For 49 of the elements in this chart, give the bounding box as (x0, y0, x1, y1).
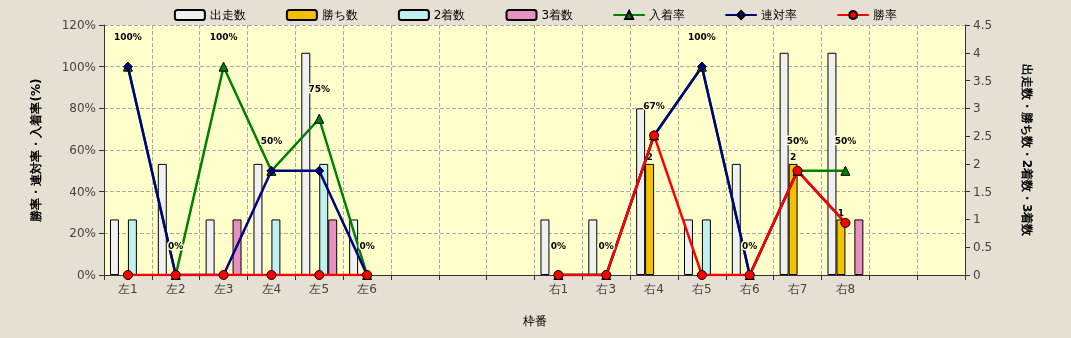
x-tick-label: 右3 (596, 282, 617, 296)
y-tick-label: 20% (69, 226, 96, 241)
x-tick-label: 右7 (787, 282, 808, 296)
y-tick-label: 80% (69, 101, 96, 116)
legend-label: 出走数 (209, 8, 246, 22)
x-axis-title: 枠番 (521, 314, 547, 328)
data-label: 100% (209, 32, 238, 43)
x-tick-label: 右5 (692, 282, 712, 296)
y2-tick-label: 4.5 (973, 18, 993, 32)
data-label: 0% (359, 240, 375, 251)
x-tick-label: 左1 (118, 282, 138, 296)
legend-label: 入着率 (649, 8, 686, 22)
x-tick-label: 左5 (309, 282, 330, 296)
y2-tick-label: 1.5 (973, 184, 993, 199)
data-label: 0% (598, 240, 614, 251)
legend-label: 連対率 (761, 8, 798, 22)
x-tick-label: 右1 (548, 282, 569, 296)
y2-tick-label: 4 (973, 45, 981, 60)
legend-label: 勝ち数 (321, 8, 358, 22)
x-tick-label: 右4 (644, 282, 664, 296)
y2-axis-title: 出走数・勝ち数・2着数・3着数 (1020, 63, 1034, 238)
data-label: 100% (114, 32, 142, 43)
y-tick-label: 60% (69, 143, 96, 157)
y2-tick-label: 0.5 (973, 240, 993, 255)
x-tick-label: 左2 (165, 282, 186, 296)
y2-tick-label: 2.5 (973, 129, 993, 144)
data-label: 2 (789, 152, 797, 163)
y2-tick-label: 1 (973, 212, 981, 227)
y-tick-label: 120% (61, 18, 96, 32)
y-tick-label: 40% (69, 184, 96, 199)
y-tick-label: 0% (76, 268, 96, 282)
x-tick-label: 左4 (261, 282, 282, 296)
y2-tick-label: 3.5 (973, 73, 993, 88)
data-label: 100% (688, 32, 716, 43)
legend-label: 勝率 (873, 8, 898, 22)
x-tick-label: 左3 (213, 282, 234, 296)
y-tick-label: 100% (61, 59, 96, 74)
x-tick-label: 左6 (357, 282, 377, 296)
data-label: 67% (643, 100, 665, 111)
data-label: 50% (260, 136, 283, 147)
y2-tick-label: 3 (973, 101, 981, 116)
y-axis-title: 勝率・連対率・入着率(%) (29, 78, 43, 223)
x-tick-label: 右8 (835, 282, 856, 296)
y2-tick-label: 2 (973, 156, 981, 171)
y2-tick-label: 0 (973, 268, 981, 282)
data-label: 0% (550, 240, 567, 251)
legend-label: 2着数 (433, 8, 466, 22)
legend-label: 3着数 (541, 8, 574, 22)
x-tick-label: 右6 (739, 282, 760, 296)
